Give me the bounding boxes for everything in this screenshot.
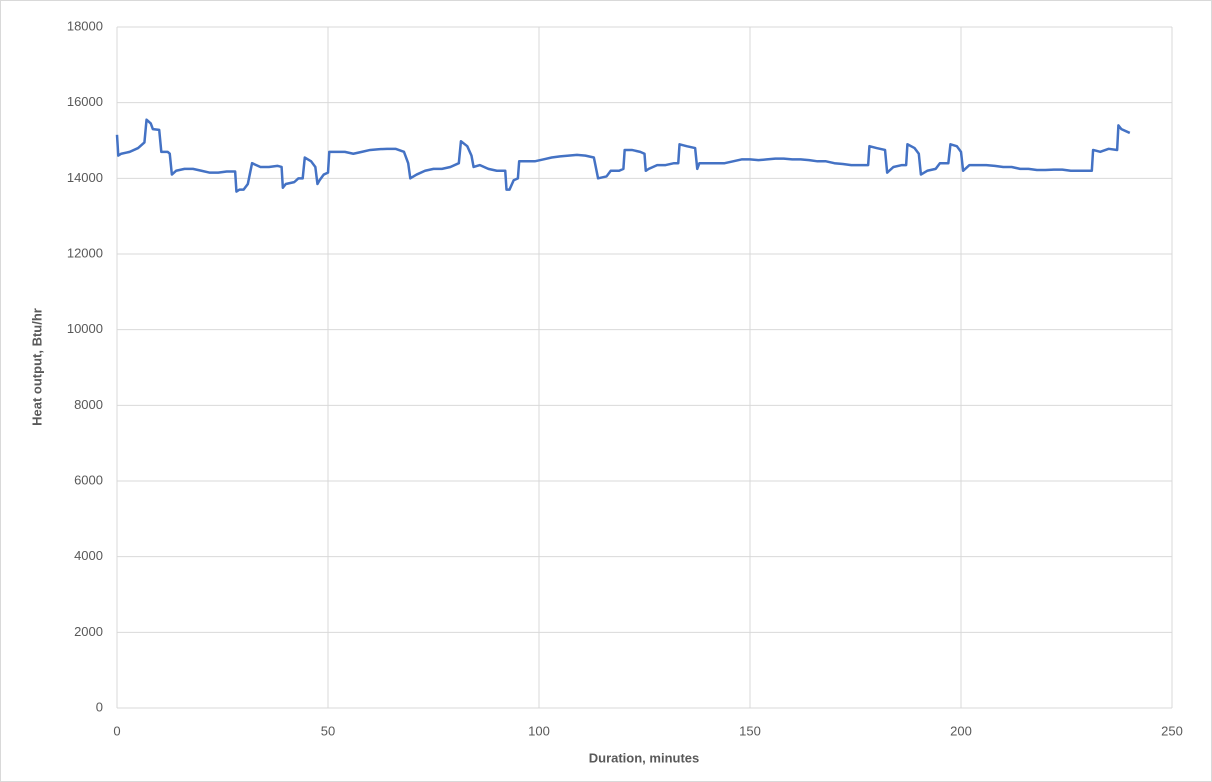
y-tick-label: 8000 [74, 397, 103, 412]
x-tick-label: 50 [321, 723, 335, 738]
y-tick-label: 14000 [67, 170, 103, 185]
x-tick-label: 100 [528, 723, 550, 738]
x-axis-title: Duration, minutes [589, 750, 700, 765]
data-line [115, 118, 1131, 193]
y-tick-label: 2000 [74, 624, 103, 639]
y-tick-label: 12000 [67, 245, 103, 260]
x-tick-label: 0 [113, 723, 120, 738]
y-tick-label: 16000 [67, 94, 103, 109]
y-tick-label: 18000 [67, 18, 103, 33]
y-tick-label: 0 [96, 699, 103, 714]
x-tick-label: 200 [950, 723, 972, 738]
x-tick-label: 150 [739, 723, 761, 738]
y-axis-title: Heat output, Btu/hr [29, 308, 44, 426]
y-tick-label: 10000 [67, 321, 103, 336]
x-tick-label: 250 [1161, 723, 1183, 738]
y-tick-label: 4000 [74, 548, 103, 563]
y-tick-label: 6000 [74, 472, 103, 487]
